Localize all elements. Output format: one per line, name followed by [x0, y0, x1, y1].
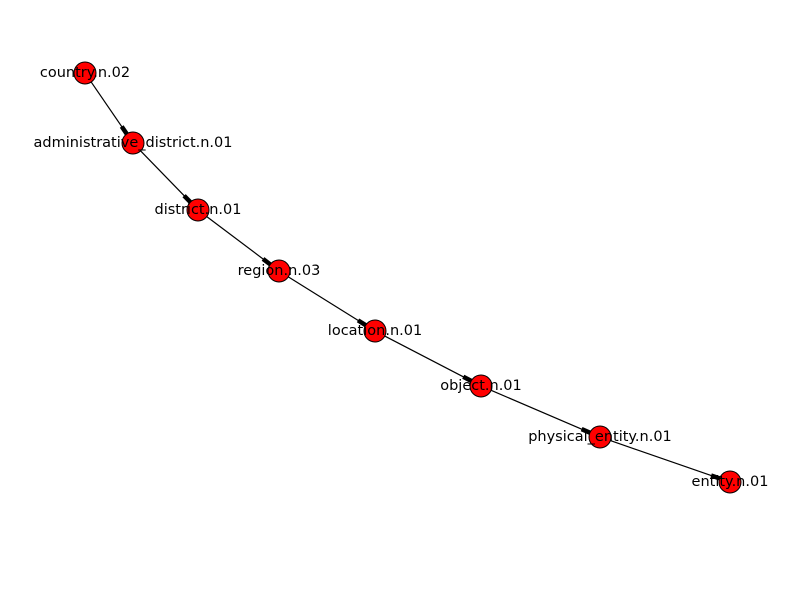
edge-arrowhead [462, 374, 473, 383]
node-label-administrative-district-n-01: administrative_district.n.01 [34, 135, 233, 151]
node-label-entity-n-01: entity.n.01 [692, 474, 769, 490]
nodes-layer [73, 61, 742, 494]
node-label-region-n-03: region.n.03 [238, 263, 321, 279]
edge-object-n-01-to-physical-entity-n-01 [490, 389, 591, 434]
node-district-n-01[interactable] [186, 198, 210, 222]
edge-location-n-01-to-object-n-01 [384, 335, 472, 382]
edge-arrowhead [119, 125, 129, 136]
edge-arrowhead [182, 194, 192, 204]
node-region-n-03[interactable] [267, 259, 291, 283]
edge-arrowhead [261, 257, 272, 267]
node-label-district-n-01: district.n.01 [155, 202, 242, 218]
node-label-object-n-01: object.n.01 [440, 378, 522, 394]
edges-layer [90, 81, 721, 481]
node-label-country-n-02: country.n.02 [40, 65, 130, 81]
edge-administrative-district-n-01-to-district-n-01 [140, 150, 191, 203]
edge-arrowhead [710, 473, 721, 481]
labels-layer: country.n.02 administrative_district.n.01… [34, 65, 769, 490]
edge-arrowhead [356, 318, 367, 328]
node-administrative-district-n-01[interactable] [121, 131, 145, 155]
node-entity-n-01[interactable] [718, 470, 742, 494]
node-label-physical-entity-n-01: physical_entity.n.01 [528, 429, 672, 445]
edge-district-n-01-to-region-n-03 [206, 216, 271, 265]
node-location-n-01[interactable] [363, 319, 387, 343]
edge-arrowhead [580, 427, 591, 435]
node-object-n-01[interactable] [469, 374, 493, 398]
edge-country-n-02-to-administrative-district-n-01 [90, 81, 128, 135]
edge-physical-entity-n-01-to-entity-n-01 [610, 440, 720, 479]
node-country-n-02[interactable] [73, 61, 97, 85]
node-physical-entity-n-01[interactable] [588, 425, 612, 449]
node-label-location-n-01: location.n.01 [328, 323, 422, 339]
edge-region-n-03-to-location-n-01 [288, 276, 366, 326]
